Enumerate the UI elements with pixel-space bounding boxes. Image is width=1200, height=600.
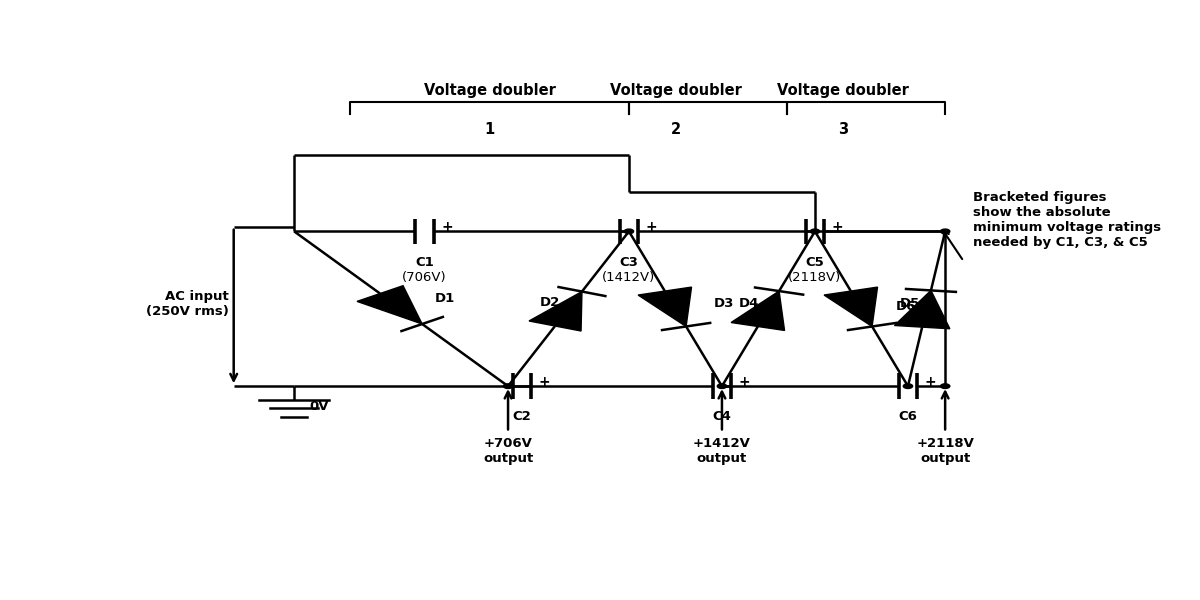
Text: (706V): (706V) (402, 271, 446, 284)
Text: D5: D5 (900, 297, 920, 310)
Polygon shape (731, 291, 785, 331)
Text: C4: C4 (713, 410, 731, 424)
Text: D6: D6 (896, 300, 917, 313)
Circle shape (904, 384, 912, 388)
Polygon shape (824, 287, 877, 326)
Polygon shape (638, 287, 691, 326)
Text: (1412V): (1412V) (602, 271, 655, 284)
Text: C2: C2 (512, 410, 532, 424)
Text: +: + (539, 375, 551, 389)
Text: D3: D3 (714, 297, 734, 310)
Text: 0V: 0V (310, 400, 329, 413)
Circle shape (810, 229, 820, 234)
Polygon shape (358, 286, 422, 324)
Text: D2: D2 (540, 296, 560, 309)
Text: C1: C1 (415, 256, 433, 269)
Text: (2118V): (2118V) (788, 271, 841, 284)
Text: +: + (739, 375, 750, 389)
Text: C6: C6 (899, 410, 917, 424)
Text: 3: 3 (838, 122, 848, 137)
Text: +2118V
output: +2118V output (917, 437, 974, 465)
Circle shape (624, 229, 634, 234)
Polygon shape (894, 290, 950, 329)
Text: 1: 1 (485, 122, 494, 137)
Text: C3: C3 (619, 256, 638, 269)
Text: +: + (646, 220, 658, 234)
Text: Bracketed figures
show the absolute
minimum voltage ratings
needed by C1, C3, & : Bracketed figures show the absolute mini… (973, 191, 1162, 249)
Text: +: + (925, 375, 936, 389)
Text: D4: D4 (739, 297, 760, 310)
Text: AC input
(250V rms): AC input (250V rms) (146, 290, 229, 318)
Circle shape (718, 384, 727, 388)
Text: +: + (832, 220, 844, 234)
Text: Voltage doubler: Voltage doubler (776, 83, 908, 98)
Text: C5: C5 (805, 256, 824, 269)
Text: D1: D1 (434, 292, 455, 305)
Text: 2: 2 (671, 122, 680, 137)
Text: +: + (442, 220, 452, 234)
Circle shape (941, 384, 950, 388)
Text: +1412V
output: +1412V output (694, 437, 751, 465)
Circle shape (941, 229, 950, 234)
Circle shape (504, 384, 512, 388)
Text: Voltage doubler: Voltage doubler (424, 83, 556, 98)
Text: +706V
output: +706V output (482, 437, 533, 465)
Polygon shape (529, 292, 582, 331)
Text: Voltage doubler: Voltage doubler (610, 83, 742, 98)
